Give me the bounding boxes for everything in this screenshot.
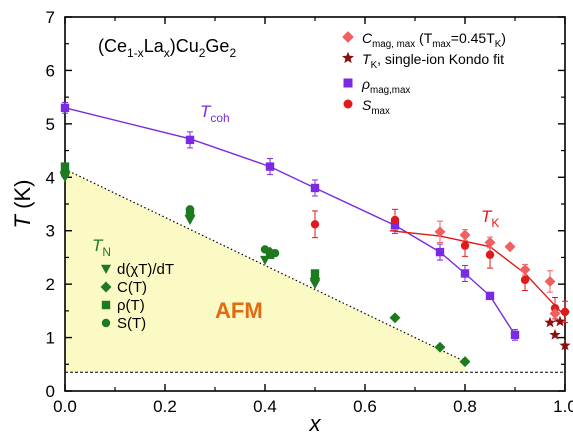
- data-point-diamond: [434, 341, 446, 353]
- data-point-square: [60, 162, 70, 171]
- data-point-star: [559, 339, 571, 351]
- y-tick-label: 2: [46, 275, 55, 294]
- data-point-square: [510, 330, 520, 340]
- y-tick-label: 0: [46, 382, 55, 401]
- legend-marker-square: [101, 300, 111, 310]
- data-point-square: [265, 250, 275, 259]
- data-point-diamond: [504, 241, 516, 253]
- data-point-circle: [310, 220, 320, 229]
- afm-region: [65, 169, 465, 373]
- data-point-circle: [390, 215, 400, 225]
- data-point-square: [460, 269, 470, 278]
- tk-curve: [389, 230, 566, 317]
- data-point-square: [310, 269, 320, 278]
- legend-marker-star: [342, 51, 354, 64]
- legend-marker-diamond: [100, 281, 112, 293]
- data-point-circle: [270, 248, 280, 258]
- data-point-diamond: [549, 308, 561, 319]
- data-point-diamond: [459, 229, 471, 241]
- legend-right-label: TK, single-ion Kondo fit: [362, 51, 504, 71]
- data-point-square: [390, 221, 400, 230]
- y-tick-label: 7: [46, 8, 55, 27]
- data-point-circle: [560, 307, 570, 317]
- data-point-square: [485, 291, 495, 301]
- afm-label: AFM: [215, 298, 263, 323]
- x-tick-label: 0.4: [253, 397, 277, 416]
- data-point-diamond: [484, 237, 496, 248]
- legend-left-label: d(χT)/dT: [117, 261, 174, 278]
- data-point-square: [185, 135, 195, 145]
- tn-label: TN: [92, 236, 111, 259]
- legend-left-label: C(T): [117, 279, 147, 296]
- data-point-star: [544, 316, 556, 328]
- data-point-circle: [260, 245, 270, 254]
- y-tick-label: 3: [46, 222, 55, 241]
- data-point-diamond: [434, 226, 446, 238]
- legend-marker-triangle: [100, 264, 112, 275]
- data-point-diamond: [544, 276, 556, 287]
- data-point-diamond: [459, 356, 471, 368]
- tcoh-label: Tcoh: [200, 102, 230, 125]
- legend-left-label: S(T): [117, 315, 146, 332]
- x-tick-label: 0.2: [153, 397, 177, 416]
- data-point-square: [265, 162, 275, 171]
- data-point-circle: [60, 170, 70, 179]
- data-point-diamond: [389, 312, 401, 324]
- data-point-square: [435, 247, 445, 257]
- x-tick-label: 1.0: [553, 397, 573, 416]
- data-point-star: [554, 315, 566, 327]
- data-point-circle: [485, 250, 495, 259]
- x-tick-label: 0.8: [453, 397, 477, 416]
- legend-right-label: Cmag, max (Tmax=0.45TK): [362, 30, 506, 50]
- legend-right-label: ρmag,max: [361, 76, 410, 96]
- data-point-circle: [460, 241, 470, 250]
- y-tick-label: 4: [46, 168, 55, 187]
- data-point-circle: [185, 205, 195, 214]
- tk-label: TK: [481, 207, 499, 230]
- y-tick-label: 5: [46, 115, 55, 134]
- legend-marker-diamond: [342, 31, 354, 43]
- data-point-circle: [520, 275, 530, 285]
- data-point-square: [60, 103, 70, 113]
- x-tick-label: 0.6: [353, 397, 377, 416]
- data-point-square: [310, 183, 320, 193]
- x-tick-label: 0.0: [53, 397, 77, 416]
- data-point-triangle: [309, 279, 321, 290]
- legend-marker-circle: [343, 99, 353, 109]
- y-tick-label: 1: [46, 329, 55, 348]
- y-tick-label: 6: [46, 61, 55, 80]
- y-axis-label: T (K): [10, 180, 35, 229]
- data-point-star: [549, 329, 561, 340]
- chart-title: (Ce1-xLax)Cu2Ge2: [98, 36, 236, 60]
- legend-right-label: Smax: [362, 97, 390, 117]
- x-axis-label: x: [309, 411, 322, 435]
- legend-marker-circle: [101, 318, 111, 328]
- data-point-diamond: [519, 264, 531, 276]
- legend-left-label: ρ(T): [117, 297, 145, 314]
- legend-marker-square: [343, 78, 353, 88]
